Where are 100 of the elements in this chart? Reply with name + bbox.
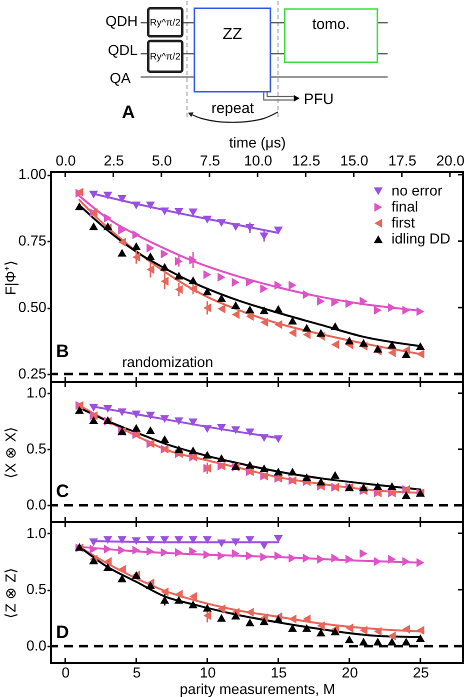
point [331, 298, 340, 307]
x-tick-label: 10 [200, 666, 216, 682]
point [416, 307, 424, 316]
x2-tick-label: 0.0 [56, 154, 76, 170]
x2-axis-title: time (μs) [229, 136, 286, 152]
point [260, 232, 269, 240]
point [245, 461, 254, 469]
point [103, 563, 112, 571]
point [217, 454, 226, 462]
text: QDL [108, 43, 138, 59]
point [274, 468, 283, 476]
point [174, 208, 184, 216]
point [246, 312, 254, 321]
point [160, 249, 169, 258]
point [387, 340, 396, 349]
point [330, 471, 340, 479]
point [231, 223, 240, 231]
point [132, 242, 141, 250]
point [188, 208, 198, 216]
point [274, 280, 282, 290]
point [374, 626, 382, 636]
point [146, 536, 155, 544]
x2-tick-label: 15.0 [340, 154, 368, 170]
point [160, 435, 170, 443]
point [118, 248, 127, 257]
point [359, 339, 368, 347]
point [174, 417, 184, 426]
point [317, 296, 325, 306]
point [89, 416, 98, 424]
point [118, 408, 127, 416]
point [103, 405, 112, 413]
point [388, 631, 396, 640]
point [103, 536, 112, 544]
point [217, 540, 226, 548]
point [160, 263, 170, 271]
y-axis-title: ⟨X ⊗ X⟩ [4, 426, 20, 479]
point [189, 256, 197, 264]
point [345, 299, 354, 308]
point [89, 538, 98, 546]
point [331, 554, 340, 563]
point [118, 546, 126, 555]
point [288, 328, 296, 338]
point [146, 581, 155, 590]
point [160, 536, 170, 544]
point [302, 473, 312, 482]
point [260, 284, 268, 294]
annotation: B [56, 341, 69, 361]
point [246, 278, 254, 287]
point [118, 238, 126, 247]
point [174, 285, 183, 294]
text: Ry^π/2 [150, 17, 180, 28]
point [388, 554, 396, 564]
point [174, 590, 183, 599]
point [202, 450, 212, 459]
point [202, 604, 212, 612]
point [89, 222, 98, 230]
point [302, 624, 312, 632]
point [388, 348, 396, 358]
point [217, 294, 226, 302]
y-tick-label: 1.0 [26, 386, 46, 402]
point [245, 306, 254, 314]
text: QA [110, 71, 132, 87]
y-tick-label: 0.0 [26, 498, 46, 514]
point [160, 276, 169, 286]
point [360, 296, 368, 306]
x2-tick-label: 5.0 [152, 154, 172, 170]
point [416, 558, 424, 568]
y-tick-label: 0.75 [18, 234, 46, 250]
point [160, 587, 169, 596]
text: ZZ [222, 26, 242, 43]
point [160, 207, 170, 216]
x2-tick-label: 17.5 [388, 154, 416, 170]
point [416, 626, 424, 635]
point [217, 614, 226, 622]
point [260, 434, 269, 442]
point [360, 626, 368, 635]
text: repeat [211, 100, 255, 117]
point [402, 346, 410, 355]
point [74, 406, 84, 414]
point [218, 304, 226, 314]
point [360, 549, 368, 558]
text: tomo. [312, 16, 350, 33]
point [317, 621, 325, 630]
point [146, 202, 155, 210]
x2-tick-label: 7.5 [200, 154, 220, 170]
point [132, 230, 140, 240]
point [202, 536, 212, 544]
x2-tick-label: 10.0 [244, 154, 272, 170]
point [203, 270, 212, 280]
point [388, 303, 396, 312]
point [330, 322, 340, 330]
point [132, 537, 141, 546]
y-axis-title: ⟨Z ⊗ Z⟩ [4, 568, 20, 618]
point [89, 404, 98, 412]
point [402, 491, 411, 499]
point [174, 536, 184, 544]
y-tick-label: 0.25 [18, 366, 46, 383]
x-tick-label: 25 [412, 666, 429, 682]
point [104, 214, 112, 222]
point [359, 483, 368, 492]
